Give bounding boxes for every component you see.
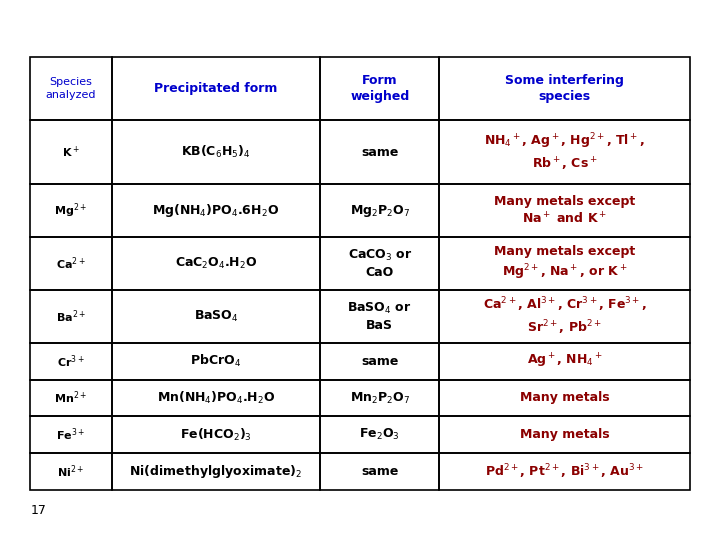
Text: Species
analyzed: Species analyzed bbox=[45, 77, 96, 100]
Text: same: same bbox=[361, 355, 398, 368]
Bar bbox=[320, 120, 439, 184]
Bar bbox=[320, 237, 439, 290]
Text: Ca$^{2+}$: Ca$^{2+}$ bbox=[56, 255, 86, 272]
Text: Mn(NH$_4$)PO$_4$.H$_2$O: Mn(NH$_4$)PO$_4$.H$_2$O bbox=[157, 390, 275, 406]
Bar bbox=[320, 453, 439, 490]
Bar bbox=[112, 290, 320, 343]
Bar bbox=[439, 453, 690, 490]
Bar bbox=[112, 120, 320, 184]
Bar bbox=[112, 184, 320, 237]
Bar bbox=[439, 184, 690, 237]
Bar bbox=[112, 237, 320, 290]
Bar bbox=[320, 380, 439, 416]
Bar bbox=[439, 237, 690, 290]
Text: Many metals except
Mg$^{2+}$, Na$^+$, or K$^+$: Many metals except Mg$^{2+}$, Na$^+$, or… bbox=[494, 245, 635, 282]
Bar bbox=[30, 343, 112, 380]
Text: Precipitated form: Precipitated form bbox=[154, 82, 278, 95]
Text: Fe$_2$O$_3$: Fe$_2$O$_3$ bbox=[359, 427, 400, 442]
Bar bbox=[439, 380, 690, 416]
Text: Ni$^{2+}$: Ni$^{2+}$ bbox=[58, 463, 84, 480]
Bar bbox=[439, 290, 690, 343]
Bar bbox=[320, 343, 439, 380]
Text: Some interfering
species: Some interfering species bbox=[505, 74, 624, 103]
Bar bbox=[30, 237, 112, 290]
Bar bbox=[30, 416, 112, 453]
Bar bbox=[439, 416, 690, 453]
Bar bbox=[30, 184, 112, 237]
Text: same: same bbox=[361, 465, 398, 478]
Bar bbox=[30, 380, 112, 416]
Bar bbox=[112, 380, 320, 416]
Text: Many metals: Many metals bbox=[520, 392, 609, 404]
Text: Many metals except
Na$^+$ and K$^+$: Many metals except Na$^+$ and K$^+$ bbox=[494, 194, 635, 227]
Text: Cr$^{3+}$: Cr$^{3+}$ bbox=[57, 353, 85, 369]
Bar bbox=[30, 120, 112, 184]
Text: Pd$^{2+}$, Pt$^{2+}$, Bi$^{3+}$, Au$^{3+}$: Pd$^{2+}$, Pt$^{2+}$, Bi$^{3+}$, Au$^{3+… bbox=[485, 462, 644, 481]
Text: Mg$_2$P$_2$O$_7$: Mg$_2$P$_2$O$_7$ bbox=[350, 202, 410, 219]
Text: Ba$^{2+}$: Ba$^{2+}$ bbox=[56, 308, 86, 325]
Text: Ni(dimethylglyoximate)$_2$: Ni(dimethylglyoximate)$_2$ bbox=[130, 463, 302, 480]
Text: Ca$^{2+}$, Al$^{3+}$, Cr$^{3+}$, Fe$^{3+}$,
Sr$^{2+}$, Pb$^{2+}$: Ca$^{2+}$, Al$^{3+}$, Cr$^{3+}$, Fe$^{3+… bbox=[482, 296, 647, 337]
Text: Ag$^+$, NH$_4$$^+$: Ag$^+$, NH$_4$$^+$ bbox=[526, 352, 603, 370]
Bar bbox=[439, 343, 690, 380]
Text: BaSO$_4$: BaSO$_4$ bbox=[194, 309, 238, 324]
Text: NH$_4$$^+$, Ag$^+$, Hg$^{2+}$, Tl$^+$,
Rb$^+$, Cs$^+$: NH$_4$$^+$, Ag$^+$, Hg$^{2+}$, Tl$^+$, R… bbox=[484, 132, 645, 173]
Text: CaCO$_3$ or
CaO: CaCO$_3$ or CaO bbox=[348, 248, 412, 279]
Text: Fe(HCO$_2$)$_3$: Fe(HCO$_2$)$_3$ bbox=[180, 427, 252, 443]
Text: Form
weighed: Form weighed bbox=[350, 74, 410, 103]
Text: Mn$^{2+}$: Mn$^{2+}$ bbox=[54, 390, 88, 406]
Bar bbox=[112, 416, 320, 453]
Text: KB(C$_6$H$_5$)$_4$: KB(C$_6$H$_5$)$_4$ bbox=[181, 144, 251, 160]
Bar bbox=[30, 57, 112, 120]
Bar bbox=[439, 120, 690, 184]
Text: Many metals: Many metals bbox=[520, 428, 609, 441]
Bar bbox=[112, 453, 320, 490]
Bar bbox=[320, 57, 439, 120]
Text: Mg$^{2+}$: Mg$^{2+}$ bbox=[54, 201, 88, 220]
Text: PbCrO$_4$: PbCrO$_4$ bbox=[190, 353, 242, 369]
Bar bbox=[30, 453, 112, 490]
Bar bbox=[320, 184, 439, 237]
Bar bbox=[439, 57, 690, 120]
Text: same: same bbox=[361, 146, 398, 159]
Text: CaC$_2$O$_4$.H$_2$O: CaC$_2$O$_4$.H$_2$O bbox=[175, 256, 257, 271]
Bar bbox=[112, 57, 320, 120]
Text: Mn$_2$P$_2$O$_7$: Mn$_2$P$_2$O$_7$ bbox=[350, 390, 410, 406]
Text: K$^+$: K$^+$ bbox=[62, 145, 80, 160]
Text: BaSO$_4$ or
BaS: BaSO$_4$ or BaS bbox=[348, 301, 412, 332]
Bar bbox=[320, 290, 439, 343]
Text: Fe$^{3+}$: Fe$^{3+}$ bbox=[56, 427, 86, 443]
Text: 17: 17 bbox=[30, 504, 46, 517]
Bar bbox=[320, 416, 439, 453]
Bar bbox=[112, 343, 320, 380]
Bar bbox=[30, 290, 112, 343]
Text: Mg(NH$_4$)PO$_4$.6H$_2$O: Mg(NH$_4$)PO$_4$.6H$_2$O bbox=[153, 202, 279, 219]
